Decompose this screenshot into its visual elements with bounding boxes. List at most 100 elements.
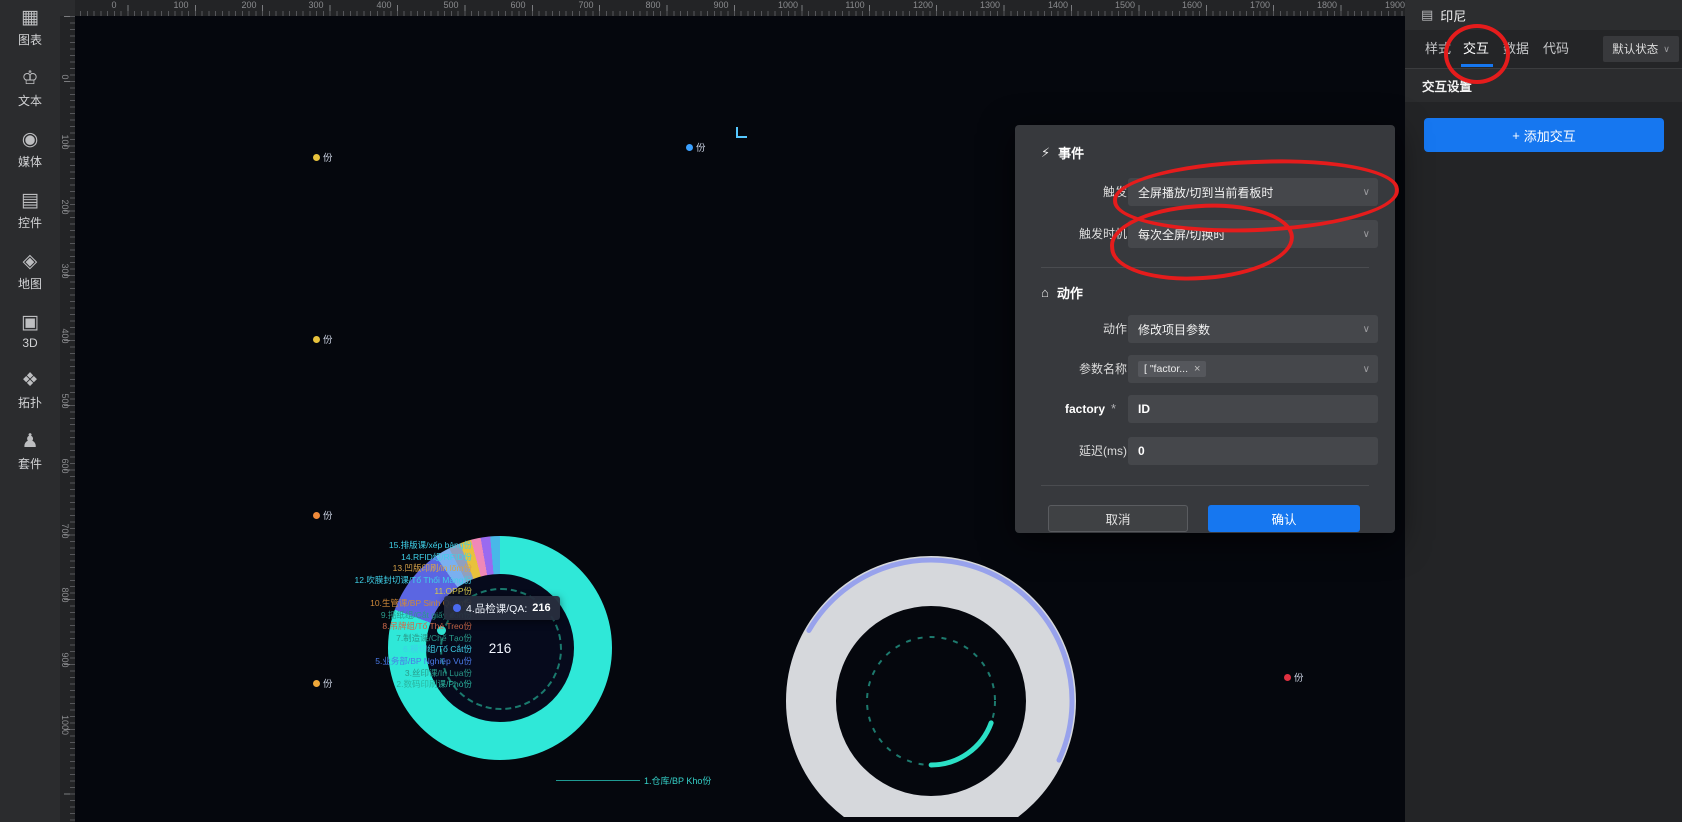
ruler-label: 1300 — [979, 0, 1001, 10]
ruler-corner — [60, 0, 75, 16]
cancel-button[interactable]: 取消 — [1048, 505, 1188, 532]
chevron-down-icon: ∨ — [1663, 43, 1670, 54]
param-name-select[interactable]: [ "factor... × ∨ — [1128, 355, 1378, 383]
lightning-icon: ⚡ — [1041, 144, 1051, 160]
tab-code[interactable]: 代码 — [1543, 41, 1570, 56]
ruler-label: 600 — [510, 0, 526, 10]
sidebar-item[interactable]: ▦ 图表 — [18, 8, 42, 48]
ruler-label: 700 — [60, 523, 70, 539]
sidebar-item-label: 地图 — [17, 277, 42, 291]
trigger-label: 触发 — [1102, 185, 1127, 199]
component-icon: ▤ — [1421, 7, 1434, 22]
ruler-label: 400 — [376, 0, 392, 10]
sidebar-item-icon: ▣ — [21, 312, 39, 333]
ruler-label: 900 — [60, 652, 70, 668]
sidebar-item-label: 拓扑 — [17, 396, 42, 410]
divider — [1041, 267, 1369, 268]
ruler-label: 400 — [60, 328, 70, 344]
sidebar-item-icon: ◉ — [21, 129, 39, 150]
donut-label: 5.业务部/BP Nghiệp Vụ份 — [375, 655, 472, 666]
toolbox-sidebar: ▦ 图表 ♔ 文本 ◉ 媒体 ▤ 控件 ◈ 地图 ▣ 3D ❖ 拓扑 ♟ 套件 — [0, 0, 60, 822]
tab-data[interactable]: 数据 — [1503, 41, 1530, 56]
unit-legend: 份 — [686, 140, 706, 154]
sidebar-item[interactable]: ♟ 套件 — [18, 432, 42, 472]
action-label: 动作 — [1102, 322, 1127, 336]
factory-label: factory — [1064, 402, 1105, 416]
event-section-header: ⚡ 事件 — [1041, 144, 1085, 162]
sidebar-item-icon: ◈ — [22, 251, 38, 272]
sidebar-item[interactable]: ◉ 媒体 — [18, 130, 42, 170]
ruler-label: 200 — [241, 0, 257, 10]
sidebar-item[interactable]: ❖ 拓扑 — [18, 371, 42, 411]
inspector-header: ▤ 印尼 — [1405, 0, 1682, 30]
interaction-settings-section: 交互设置 — [1405, 68, 1682, 102]
ruler-label: 800 — [60, 587, 70, 603]
donut-label: 1.仓库/BP Kho份 — [644, 776, 712, 786]
sidebar-item-icon: ▦ — [21, 7, 39, 28]
ruler-label: 1200 — [912, 0, 934, 10]
action-section-header: ⌂ 动作 — [1041, 285, 1083, 301]
horizontal-ruler: 0 100 200 300 400 500 600 700 800 900 1000 1100 1200… — [60, 0, 1405, 16]
click-icon: * — [1111, 401, 1117, 416]
state-dropdown[interactable]: 默认状态 ∨ — [1603, 36, 1679, 62]
chevron-down-icon: ∨ — [1362, 228, 1370, 240]
donut-label: 9.摇纸组/Cắt giấy đón份 — [380, 609, 472, 620]
ruler-label: 1100 — [845, 0, 865, 10]
sidebar-item[interactable]: ♔ 文本 — [18, 69, 42, 109]
ruler-label: 500 — [60, 393, 70, 409]
interaction-settings-dialog: ⚡ 事件 触发 全屏播放/切到当前看板时 ∨ 触发时机 每次全屏/切换时 ∨ ⌂… — [1015, 125, 1395, 533]
sidebar-item-icon: ▤ — [21, 190, 39, 211]
ruler-label: 500 — [443, 0, 459, 10]
add-interaction-button[interactable]: + 添加交互 — [1424, 118, 1664, 152]
close-icon[interactable]: × — [1194, 363, 1201, 375]
param-chip[interactable]: [ "factor... × — [1138, 361, 1207, 377]
donut-label: 7.制造课/Chế Tạo份 — [396, 632, 472, 643]
sidebar-item-label: 图表 — [17, 33, 42, 47]
urgent-donut-chart — [771, 541, 1091, 817]
trigger-select[interactable]: 全屏播放/切到当前看板时 ∨ — [1128, 178, 1378, 206]
ruler-label: 700 — [578, 0, 594, 10]
ruler-label: 100 — [173, 0, 189, 10]
action-select[interactable]: 修改项目参数 ∨ — [1128, 315, 1378, 343]
tab-interaction[interactable]: 交互 — [1463, 41, 1490, 56]
sidebar-item-label: 3D — [22, 336, 38, 350]
unit-legend: 份 — [313, 150, 333, 164]
timing-label: 触发时机 — [1078, 227, 1127, 241]
factory-input[interactable]: ID — [1128, 395, 1378, 423]
donut-label: 13.凹版印刷/in lõm份 — [392, 563, 472, 574]
donut-label: 3.丝印课/In Lụa份 — [404, 667, 472, 678]
sidebar-item-label: 文本 — [17, 94, 42, 108]
ruler-label: 1000 — [777, 0, 799, 10]
chevron-down-icon: ∨ — [1362, 363, 1370, 375]
ruler-label: 200 — [60, 199, 70, 215]
ruler-label: 300 — [308, 0, 324, 10]
donut-label: 8.吊牌组/Tổ Thẻ Treo份 — [382, 621, 472, 632]
leader-line — [556, 780, 640, 781]
chart-tooltip: 4.品检课/QA: 216 — [444, 596, 560, 620]
donut-marker-dot — [437, 626, 446, 635]
timing-select[interactable]: 每次全屏/切换时 ∨ — [1128, 220, 1378, 248]
ruler-label: 1800 — [1316, 0, 1338, 10]
tooltip-dot-icon — [453, 604, 461, 612]
confirm-button[interactable]: 确认 — [1208, 505, 1360, 532]
sidebar-item[interactable]: ◈ 地图 — [18, 252, 42, 292]
active-tab-underline — [1461, 64, 1493, 67]
sidebar-item-label: 媒体 — [17, 155, 42, 169]
tab-style[interactable]: 样式 — [1425, 41, 1452, 56]
chevron-down-icon: ∨ — [1362, 323, 1370, 335]
inspector-panel: ▤ 印尼 样式 交互 数据 代码 默认状态 ∨ 交互设置 + 添加交互 — [1405, 0, 1682, 822]
delay-input[interactable]: 0 — [1128, 437, 1378, 465]
ruler-label: 1000 — [60, 714, 70, 736]
donut-label: 10.生管课/BP Sinh Quản份 — [370, 597, 472, 608]
sidebar-item-label: 控件 — [17, 216, 42, 230]
ruler-label: 100 — [60, 134, 70, 150]
unit-legend: 份 — [1284, 670, 1304, 684]
donut-label: 2.数码印刷课/Phò份 — [396, 679, 472, 690]
ruler-label: 0 — [60, 74, 70, 80]
divider — [1041, 485, 1369, 486]
ruler-label: 600 — [60, 458, 70, 474]
ruler-label: 1700 — [1249, 0, 1271, 10]
sidebar-item[interactable]: ▣ 3D — [21, 312, 39, 351]
unit-legend: 份 — [313, 332, 333, 346]
sidebar-item[interactable]: ▤ 控件 — [18, 191, 42, 231]
